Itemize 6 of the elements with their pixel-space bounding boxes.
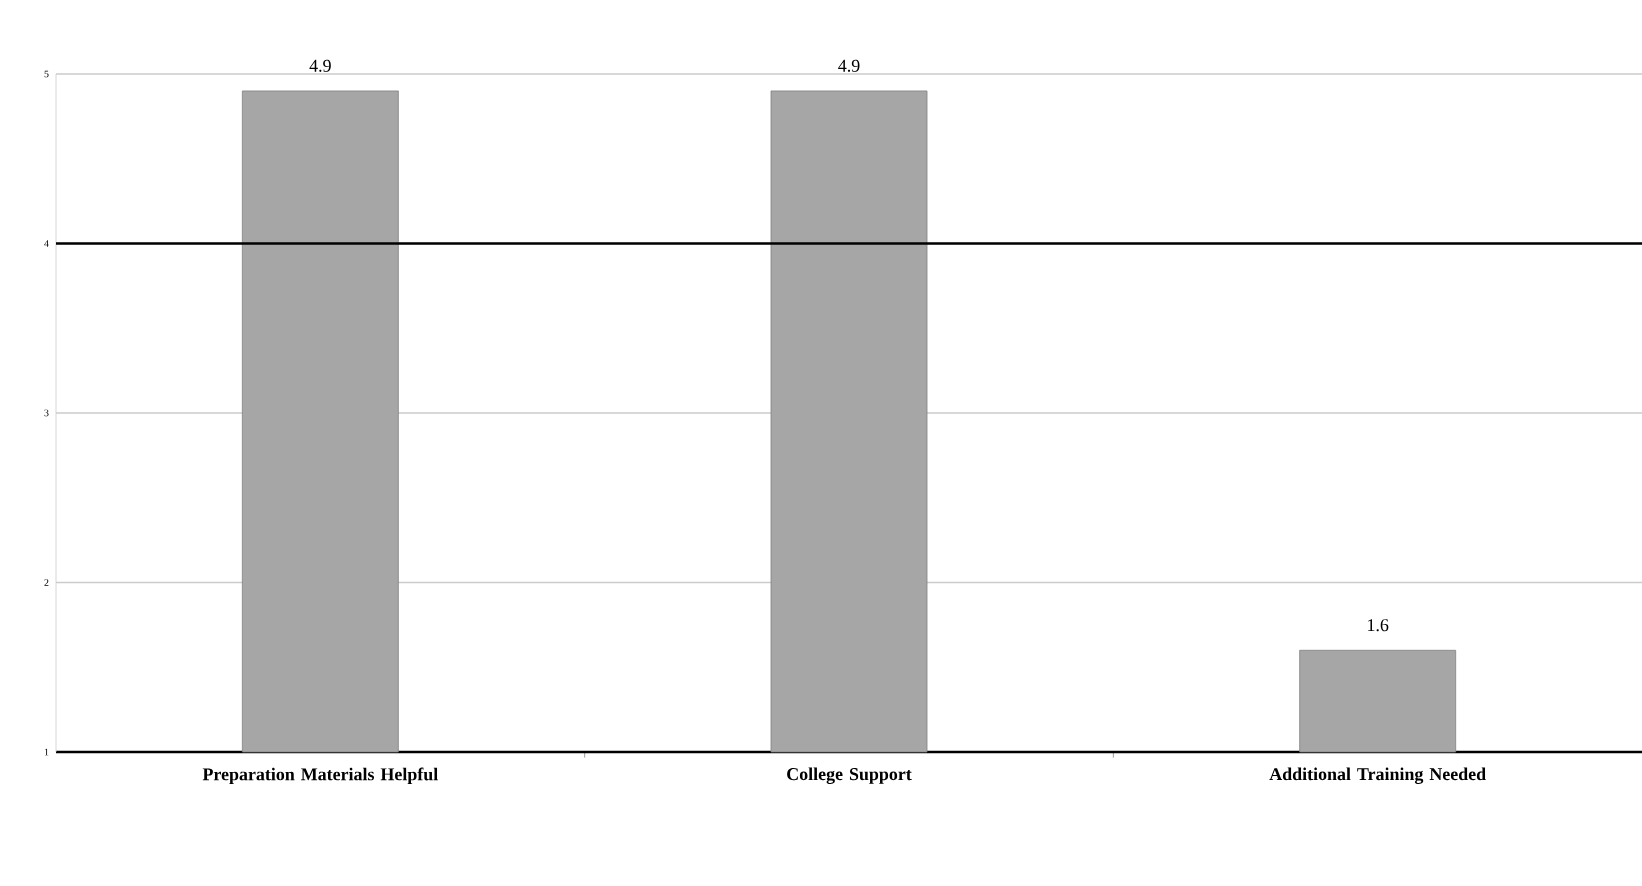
data-label: 1.6	[1368, 619, 1389, 632]
data-label: 4.9	[309, 59, 331, 72]
x-tick-label: College Support	[787, 767, 912, 784]
x-tick-label: Additional Training Needed	[1269, 767, 1486, 784]
data-label: 4.9	[838, 59, 860, 72]
x-tick-label: Preparation Materials Helpful	[202, 767, 438, 784]
